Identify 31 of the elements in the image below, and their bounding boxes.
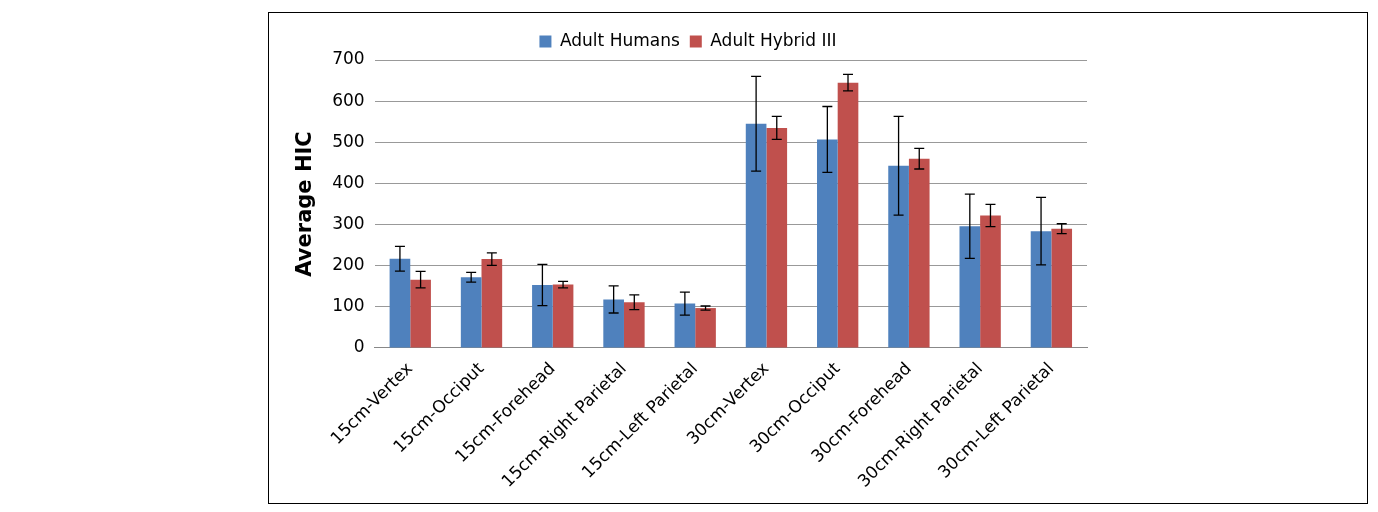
bar: [603, 299, 624, 348]
bar: [1030, 231, 1052, 348]
bar: [532, 285, 553, 348]
y-tick-label: 700: [332, 48, 365, 69]
legend-label: Adult Hybrid III: [710, 29, 837, 50]
bar: [745, 123, 767, 348]
legend-label: Adult Humans: [559, 29, 680, 50]
y-tick-label: 500: [332, 130, 365, 151]
y-tick-label: 0: [353, 336, 365, 357]
bar: [623, 302, 645, 348]
bar: [481, 259, 503, 348]
bar: [888, 165, 909, 348]
bar: [908, 158, 930, 348]
bar: [1051, 228, 1073, 348]
y-axis-title: Average HIC: [292, 131, 317, 277]
bar: [674, 303, 696, 348]
y-tick-label: 400: [332, 171, 365, 192]
bar: [980, 215, 1001, 348]
bar: [695, 308, 716, 348]
bar: [837, 82, 859, 348]
bar: [389, 258, 411, 348]
bar: [766, 127, 788, 348]
y-tick-label: 100: [332, 295, 365, 316]
y-tick-label: 300: [332, 212, 365, 233]
bar: [552, 284, 574, 348]
bar: [817, 139, 838, 348]
bar: [959, 226, 981, 348]
bar: [410, 279, 431, 348]
y-tick-label: 600: [332, 89, 365, 110]
y-tick-label: 200: [332, 254, 365, 275]
bar: [460, 277, 482, 348]
